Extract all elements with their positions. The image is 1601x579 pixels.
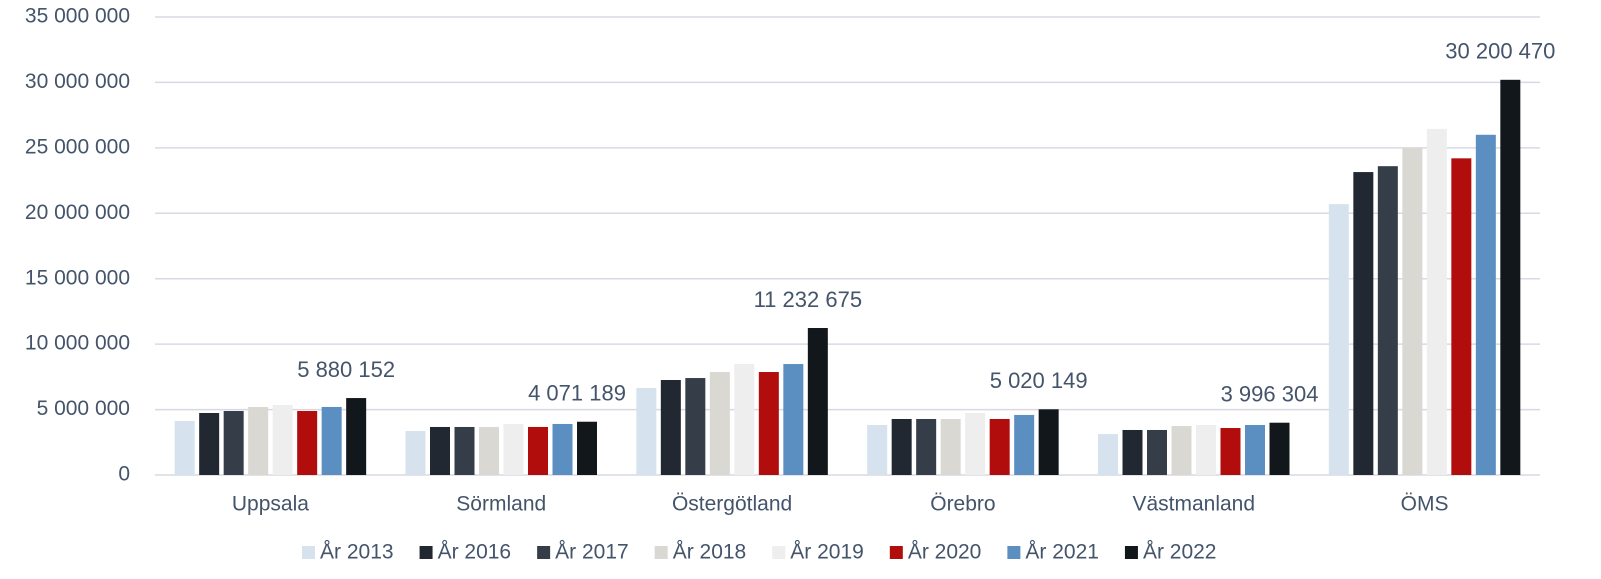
- data-label: 11 232 675: [754, 287, 862, 312]
- bar: [1377, 166, 1398, 476]
- bar: [272, 404, 293, 475]
- x-tick-label: Örebro: [930, 493, 995, 516]
- bar: [1171, 426, 1192, 475]
- legend-label: År 2018: [673, 541, 747, 564]
- x-tick-label: ÖMS: [1401, 493, 1449, 516]
- legend-label: År 2013: [320, 541, 394, 564]
- data-label: 3 996 304: [1221, 382, 1319, 407]
- y-tick-label: 20 000 000: [25, 201, 130, 224]
- bar: [734, 364, 755, 475]
- legend-swatch: [1007, 546, 1021, 559]
- legend-label: År 2017: [555, 541, 629, 564]
- legend-swatch: [772, 546, 786, 559]
- legend-swatch: [1124, 546, 1138, 559]
- bar: [1475, 134, 1496, 475]
- y-tick-label: 10 000 000: [25, 332, 130, 355]
- data-label: 30 200 470: [1445, 39, 1555, 64]
- y-tick-label: 15 000 000: [25, 266, 130, 289]
- bar: [577, 421, 597, 475]
- bar: [1122, 429, 1143, 475]
- bar: [636, 387, 657, 475]
- bar: [965, 412, 986, 475]
- bar: [940, 418, 961, 475]
- x-tick-label: Västmanland: [1132, 493, 1255, 516]
- bar: [867, 425, 888, 475]
- bar: [1426, 128, 1447, 475]
- bar: [346, 398, 367, 475]
- bar: [783, 364, 804, 475]
- bar: [807, 328, 828, 475]
- bar: [1147, 429, 1167, 475]
- x-tick-label: Sörmland: [456, 493, 546, 516]
- x-tick-label: Uppsala: [232, 493, 309, 516]
- legend-swatch: [654, 546, 668, 559]
- y-tick-label: 25 000 000: [25, 135, 130, 158]
- bar: [223, 411, 244, 475]
- bar: [552, 423, 573, 475]
- bar: [479, 426, 499, 475]
- bar: [199, 412, 220, 475]
- bar: [758, 372, 779, 475]
- bar: [660, 379, 681, 475]
- bar: [1353, 172, 1374, 475]
- bar: [1402, 147, 1423, 475]
- legend-label: År 2021: [1025, 541, 1099, 564]
- legend-swatch: [302, 546, 315, 559]
- bar: [503, 423, 524, 475]
- legend-label: År 2019: [790, 541, 864, 564]
- bar: [321, 406, 342, 475]
- bar: [916, 418, 937, 475]
- bar: [1038, 409, 1059, 475]
- bar: [1269, 422, 1290, 475]
- bar: [405, 431, 426, 475]
- bar: [528, 426, 548, 475]
- bar: [709, 372, 730, 475]
- y-tick-label: 5 000 000: [37, 397, 130, 420]
- bar: [1451, 158, 1472, 475]
- bar: [891, 418, 912, 475]
- bar: [685, 378, 706, 475]
- bar: [1014, 414, 1035, 475]
- legend-swatch: [537, 546, 551, 559]
- legend-swatch: [889, 546, 903, 559]
- legend-swatch: [419, 546, 433, 559]
- data-label: 5 880 152: [297, 357, 395, 382]
- legend-label: År 2020: [908, 541, 982, 564]
- bar: [430, 426, 450, 475]
- data-label: 4 071 189: [528, 381, 626, 406]
- y-tick-label: 35 000 000: [25, 5, 130, 28]
- bar: [1098, 434, 1118, 475]
- bar: [454, 426, 475, 475]
- bar: [1245, 425, 1265, 475]
- data-label: 5 020 149: [990, 368, 1088, 393]
- bar: [297, 411, 318, 475]
- bar: [1220, 428, 1241, 475]
- bar: [1328, 204, 1349, 475]
- bar: [989, 418, 1010, 475]
- bar: [248, 406, 269, 475]
- bar: [1500, 79, 1521, 476]
- legend-label: År 2016: [438, 541, 512, 564]
- legend-label: År 2022: [1143, 541, 1217, 564]
- bar: [174, 420, 195, 475]
- bar: [1196, 425, 1216, 475]
- y-tick-label: 30 000 000: [25, 70, 130, 93]
- y-tick-label: 0: [118, 463, 130, 486]
- x-tick-label: Östergötland: [672, 493, 792, 516]
